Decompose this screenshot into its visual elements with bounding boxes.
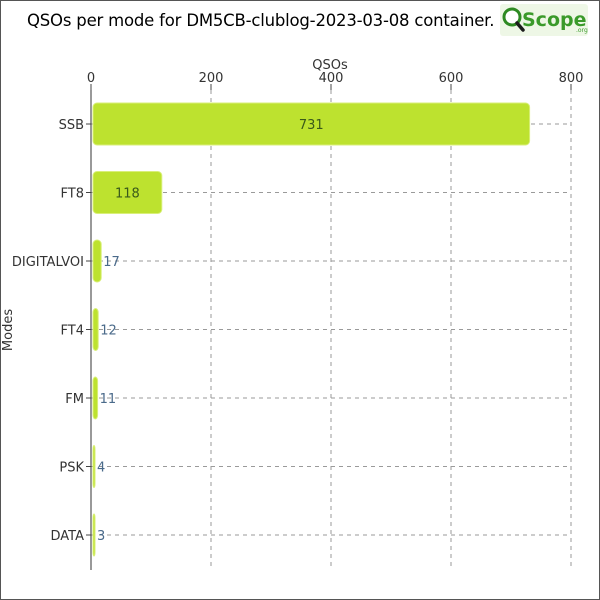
magnifier-q-icon	[502, 7, 525, 32]
chart-title: QSOs per mode for DM5CB-clublog-2023-03-…	[27, 11, 495, 30]
logo-suffix: .org	[576, 27, 588, 34]
qscope-logo: Scope .org	[500, 4, 588, 36]
logo-text: Scope	[522, 9, 587, 31]
